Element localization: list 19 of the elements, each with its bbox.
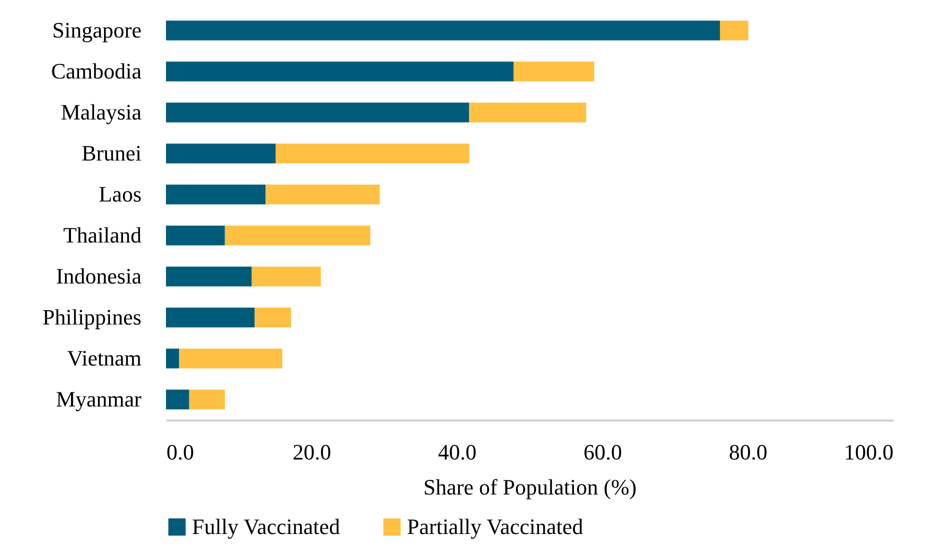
x-tick-label: 20.0 [292, 440, 332, 464]
x-tick-label: 0.0 [166, 440, 194, 464]
y-tick-label: Malaysia [60, 100, 142, 124]
y-tick-label: Vietnam [67, 346, 142, 370]
y-tick-label: Philippines [42, 304, 142, 330]
y-tick-label: Cambodia [51, 58, 142, 84]
y-tick-label: Singapore [52, 18, 142, 42]
y-tick-label: Indonesia [56, 264, 142, 288]
x-tick-label: 60.0 [583, 440, 622, 464]
y-tick-label: Brunei [82, 140, 142, 166]
y-tick-label: Myanmar [56, 386, 142, 412]
y-tick-label: Thailand [63, 222, 142, 248]
x-tick-label: 40.0 [438, 440, 477, 464]
legend-label: Partially Vaccinated [407, 514, 584, 539]
x-tick-label: 80.0 [728, 440, 768, 464]
y-tick-label: Laos [98, 182, 142, 206]
x-tick-label: 100.0 [844, 440, 894, 464]
x-axis-title: Share of Population (%) [423, 474, 637, 500]
legend-label: Fully Vaccinated [192, 514, 340, 539]
